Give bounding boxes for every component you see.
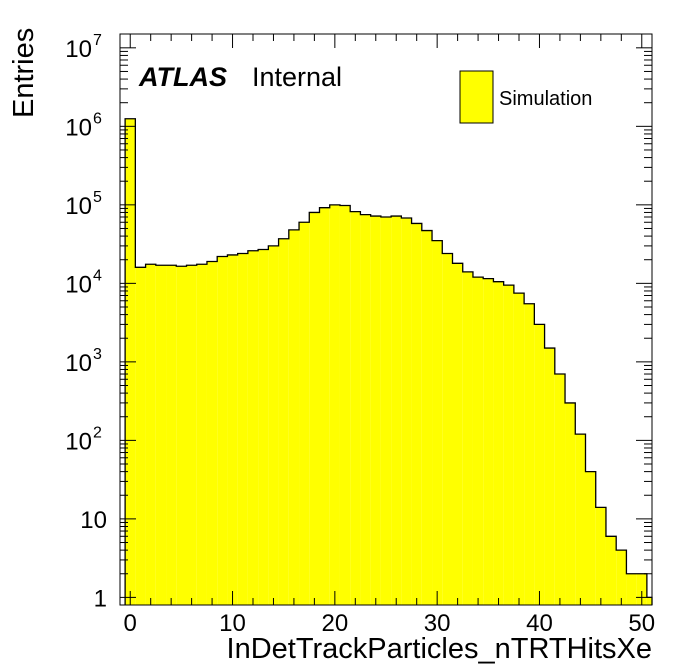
y-tick-label-exponent: 7 <box>93 32 102 49</box>
histogram-outline <box>124 118 653 605</box>
y-tick-label-exponent: 5 <box>93 189 102 206</box>
x-tick-label: 30 <box>424 610 451 637</box>
y-tick-label: 10 <box>80 507 107 534</box>
histogram-bin <box>616 550 627 605</box>
histogram-bin <box>595 507 606 605</box>
histogram-bin <box>237 253 248 605</box>
histogram-bin <box>288 229 300 605</box>
histogram-bin <box>329 204 340 605</box>
legend: Simulation <box>459 70 592 124</box>
histogram-bin <box>176 266 187 605</box>
histogram-bin <box>145 264 156 605</box>
atlas-label: ATLAS <box>138 62 227 92</box>
x-tick-label: 10 <box>219 610 246 637</box>
histogram-bin <box>554 374 566 605</box>
histogram-bin <box>247 250 259 605</box>
histogram-bin <box>646 597 652 605</box>
histogram-bin <box>350 211 361 606</box>
histogram-bin <box>391 216 402 606</box>
y-tick-label: 10 4 <box>65 267 102 298</box>
histogram-bin <box>575 434 586 605</box>
histogram-bin <box>442 253 453 605</box>
x-tick-label: 40 <box>526 610 553 637</box>
histogram-bin <box>135 267 146 605</box>
histogram-bars <box>124 118 653 606</box>
histogram-bin <box>401 217 412 605</box>
histogram-bin <box>483 278 494 605</box>
histogram-bin <box>411 223 422 605</box>
histogram-bin <box>452 263 463 605</box>
x-tick-label: 50 <box>628 610 655 637</box>
histogram-bin <box>299 222 310 605</box>
y-tick-label-base: 10 <box>65 350 92 377</box>
histogram-bin <box>186 265 197 605</box>
x-tick-label: 0 <box>124 610 137 637</box>
legend-entry-simulation: Simulation <box>499 88 592 110</box>
y-tick-label: 10 7 <box>65 32 102 63</box>
histogram-bin <box>370 216 381 606</box>
histogram-bin <box>319 207 330 605</box>
internal-label: Internal <box>252 62 342 92</box>
y-tick-label: 10 5 <box>65 189 102 220</box>
y-tick-label: 10 6 <box>65 110 102 141</box>
histogram-bin <box>513 293 525 605</box>
legend-swatch <box>459 70 494 124</box>
histogram-bin <box>339 205 351 605</box>
x-axis-label: InDetTrackParticles_nTRTHitsXe <box>227 633 652 665</box>
y-tick-label-exponent: 3 <box>93 346 102 363</box>
histogram-bin <box>268 245 279 605</box>
histogram-bin <box>421 230 433 605</box>
y-tick-label-base: 10 <box>65 36 92 63</box>
histogram-bin <box>166 265 177 605</box>
histogram-bin <box>585 471 596 605</box>
histogram-bin <box>309 212 320 606</box>
histogram-bin <box>196 264 207 605</box>
y-axis-label: Entries <box>8 28 40 118</box>
histogram-bin <box>472 277 484 605</box>
histogram-bin <box>217 256 228 605</box>
histogram-bin <box>258 249 269 605</box>
histogram-bin <box>524 303 535 605</box>
histogram-bin <box>626 573 637 605</box>
histogram-bin <box>503 285 514 605</box>
y-tick-label-base: 10 <box>65 114 92 141</box>
y-tick-label: 10 2 <box>65 424 102 455</box>
x-tick-label: 20 <box>321 610 348 637</box>
y-tick-label: 10 3 <box>65 346 102 377</box>
histogram-bin <box>278 238 289 606</box>
histogram-bin <box>544 348 555 605</box>
y-tick-label-base: 10 <box>65 428 92 455</box>
y-tick-label: 1 <box>94 585 107 612</box>
x-tick-labels: 0 10 20 30 40 50 <box>124 610 656 637</box>
histogram-bin <box>462 271 473 605</box>
histogram-bin <box>636 573 647 605</box>
y-tick-label-base: 10 <box>65 193 92 220</box>
histogram-bin <box>605 536 617 605</box>
axis-ticks <box>120 34 652 605</box>
histogram-bin <box>565 402 576 605</box>
histogram-bin <box>227 254 238 605</box>
y-tick-label-base: 10 <box>65 271 92 298</box>
y-tick-label-exponent: 6 <box>93 110 102 127</box>
y-tick-label-exponent: 4 <box>93 267 102 284</box>
y-tick-label-base: 1 <box>94 585 107 612</box>
histogram-bin <box>380 217 392 606</box>
histogram-bin <box>206 261 218 605</box>
y-tick-label-exponent: 2 <box>93 424 102 441</box>
histogram-bin <box>432 240 443 606</box>
y-tick-label-base: 10 <box>80 507 107 534</box>
histogram-bin <box>360 214 371 605</box>
histogram-bin <box>493 281 504 605</box>
histogram-bin <box>155 265 167 605</box>
histogram-bin <box>534 324 545 605</box>
plot-frame <box>119 33 653 606</box>
